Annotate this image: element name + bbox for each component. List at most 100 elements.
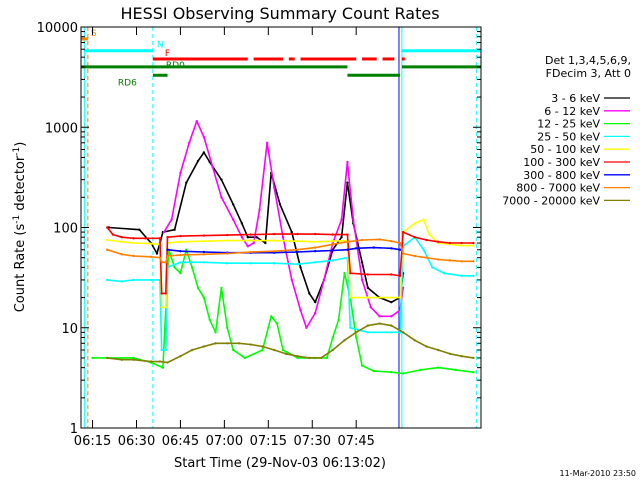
series-2-point-35 (454, 368, 458, 372)
legend-label-0: 3 - 6 keV (551, 92, 600, 105)
series-2-point-3 (161, 366, 165, 369)
flag-label-f: F (165, 49, 170, 59)
series-8-point-19 (331, 348, 334, 352)
x-tick-label-6: 07:45 (337, 434, 374, 449)
series-1-point-20 (322, 278, 326, 282)
series-7-point-8 (179, 253, 182, 257)
series-3-point-3 (149, 278, 153, 282)
legend-label-7: 800 - 7000 keV (516, 182, 600, 195)
series-8-point-16 (296, 355, 299, 358)
series-5-point-10 (202, 234, 206, 237)
series-2-point-6 (179, 272, 182, 275)
legend-label-6: 300 - 800 keV (523, 169, 600, 182)
chart-title: HESSI Observing Summary Count Rates (120, 4, 439, 23)
series-7-point-14 (313, 246, 317, 249)
series-5-point-6 (160, 292, 163, 295)
y-tick-label-0: 1 (70, 422, 78, 437)
series-1-point-15 (281, 236, 285, 239)
series-8-point-3 (149, 360, 153, 363)
series-4-point-17 (349, 296, 352, 299)
series-5-point-12 (249, 233, 252, 236)
series-7-point-5 (160, 261, 163, 264)
series-5-point-14 (296, 232, 299, 236)
series-7-point-1 (120, 253, 124, 256)
x-tick-label-1: 06:30 (118, 434, 155, 449)
series-2-point-31 (390, 371, 393, 374)
series-0-point-20 (308, 292, 311, 295)
series-6-point-12 (390, 247, 393, 250)
series-2-point-11 (208, 318, 211, 322)
series-7-point-3 (149, 255, 153, 259)
series-0-point-6 (185, 181, 188, 184)
series-8-point-6 (179, 355, 182, 358)
series-5-point-7 (164, 292, 167, 295)
series-6-point-0 (166, 248, 169, 251)
series-8-point-26 (413, 339, 416, 342)
series-5-point-2 (120, 236, 124, 239)
series-4-point-28 (472, 244, 475, 247)
y-tick-label-1: 10 (61, 322, 78, 337)
series-5-point-19 (366, 273, 370, 276)
series-3-point-13 (296, 263, 299, 266)
series-7-point-6 (164, 261, 167, 264)
series-8-point-23 (378, 322, 381, 325)
series-4-point-3 (149, 242, 153, 245)
series-7-point-19 (390, 240, 393, 243)
series-line-6 (167, 246, 401, 254)
series-1-point-4 (195, 119, 199, 123)
series-7-point-22 (413, 254, 416, 258)
series-2-point-26 (343, 272, 346, 275)
series-5-point-1 (111, 233, 115, 236)
series-2-point-29 (360, 364, 364, 367)
series-4-point-6 (164, 306, 167, 309)
series-7-point-0 (105, 248, 109, 251)
series-4-point-13 (296, 240, 299, 243)
series-0-point-17 (278, 203, 282, 206)
series-0-point-3 (155, 252, 159, 255)
series-4-point-14 (313, 240, 317, 244)
series-5-point-8 (166, 236, 169, 239)
series-0-point-14 (255, 236, 258, 239)
series-2-point-14 (226, 326, 229, 329)
series-4-point-23 (422, 218, 425, 221)
series-2-point-19 (275, 322, 279, 325)
series-6-point-10 (355, 247, 358, 250)
x-tick-label-4: 07:15 (250, 434, 287, 449)
x-tick-label-3: 07:00 (206, 434, 243, 449)
series-3-point-17 (349, 326, 352, 329)
series-2-point-21 (296, 356, 299, 360)
series-1-point-24 (352, 218, 355, 221)
y-axis-label-part-4: ) (13, 142, 28, 147)
series-4-point-20 (398, 296, 402, 299)
series-8-point-25 (401, 331, 405, 334)
series-2-point-15 (231, 348, 235, 352)
series-5-point-22 (401, 230, 405, 234)
legend-label-2: 12 - 25 keV (537, 118, 600, 131)
series-2-point-23 (325, 356, 329, 360)
series-3-point-8 (179, 261, 182, 264)
series-7-point-13 (296, 248, 299, 251)
series-5-point-28 (472, 241, 475, 245)
series-1-point-10 (246, 245, 250, 248)
y-tick-label-4: 10000 (37, 21, 78, 36)
series-1-point-26 (369, 306, 373, 309)
series-8-point-10 (226, 342, 229, 345)
x-tick-label-0: 06:15 (74, 434, 111, 449)
series-2-point-5 (173, 266, 176, 269)
series-1-point-16 (290, 278, 293, 282)
series-6-point-6 (296, 250, 299, 254)
legend-label-1: 6 - 12 keV (544, 105, 600, 118)
legend-label-3: 25 - 50 keV (537, 130, 600, 143)
series-0-point-19 (299, 266, 302, 269)
series-8-point-21 (355, 331, 358, 334)
series-8-point-15 (284, 352, 288, 355)
series-3-point-18 (366, 331, 370, 334)
series-8-point-8 (202, 345, 206, 348)
series-8-point-9 (214, 342, 217, 345)
series-7-point-12 (272, 250, 276, 253)
series-8-point-5 (166, 361, 169, 364)
series-4-point-1 (120, 240, 124, 244)
series-8-point-2 (132, 358, 135, 361)
series-6-point-7 (313, 250, 317, 253)
